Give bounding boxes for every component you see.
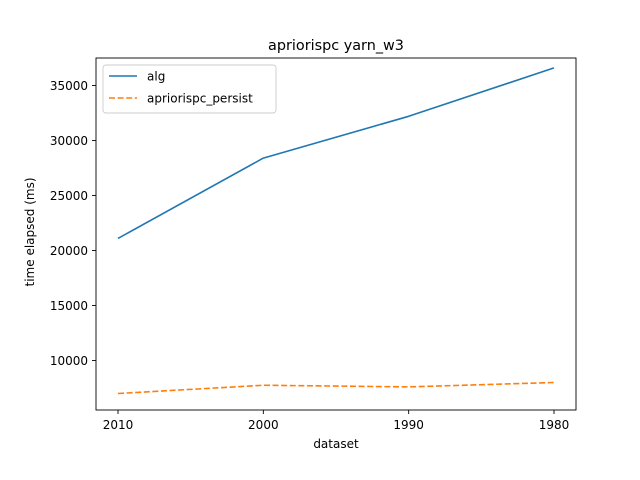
legend-label-alg: alg bbox=[147, 69, 165, 83]
axes-frame bbox=[95, 57, 577, 411]
y-axis-label: time elapsed (ms) bbox=[23, 178, 37, 287]
series-line-apriorispc_persist bbox=[117, 381, 555, 395]
y-tick-label: 10000 bbox=[50, 354, 88, 368]
y-tick-label: 30000 bbox=[50, 134, 88, 148]
x-axis-label: dataset bbox=[313, 437, 359, 451]
plot-area: 2010 2000 1990 1980 10000 15000 20000 25000 3000… bbox=[50, 57, 577, 432]
legend-label-apriorispc_persist: apriorispc_persist bbox=[147, 91, 253, 105]
y-tick-label: 25000 bbox=[50, 189, 88, 203]
y-tick-label: 35000 bbox=[50, 79, 88, 93]
legend: alg apriorispc_persist bbox=[102, 64, 277, 114]
chart-title: apriorispc yarn_w3 bbox=[268, 38, 404, 54]
x-tick-label: 2010 bbox=[103, 418, 134, 432]
series-line-alg bbox=[117, 67, 555, 240]
x-tick-label: 1990 bbox=[393, 418, 424, 432]
y-tick-label: 20000 bbox=[50, 244, 88, 258]
plot-background bbox=[96, 58, 576, 410]
legend-box bbox=[102, 64, 277, 114]
x-tick-label: 2000 bbox=[248, 418, 279, 432]
x-tick-label: 1980 bbox=[539, 418, 570, 432]
y-tick-label: 15000 bbox=[50, 299, 88, 313]
